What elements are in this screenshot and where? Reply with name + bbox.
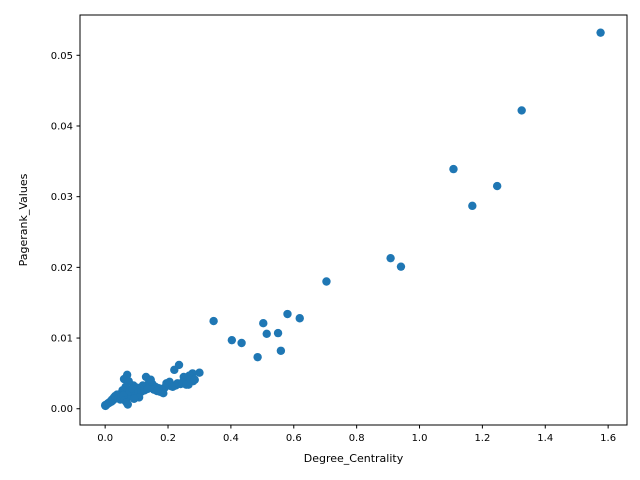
data-point <box>152 386 162 396</box>
data-point <box>517 106 526 115</box>
data-point <box>276 346 286 355</box>
data-point <box>295 314 304 323</box>
data-point <box>449 164 458 174</box>
x-axis: 0.0 0.2 0.4 0.6 0.8 1.0 1.2 1.4 1.6 <box>97 425 616 444</box>
data-point <box>123 400 132 409</box>
data-point <box>468 201 477 211</box>
x-tick-label: 0.2 <box>160 433 176 444</box>
y-tick-label: 0.02 <box>51 263 73 274</box>
plot-frame <box>79 14 628 426</box>
x-tick-label: 1.4 <box>537 433 553 444</box>
points-layer <box>100 28 605 411</box>
data-point <box>492 181 502 191</box>
data-point <box>396 262 406 271</box>
y-axis: 0.00 0.01 0.02 0.03 0.04 0.05 <box>51 51 80 415</box>
x-tick-label: 0.8 <box>349 433 365 444</box>
y-tick-label: 0.00 <box>51 404 73 415</box>
data-point <box>182 380 191 389</box>
y-tick-label: 0.05 <box>51 51 73 62</box>
data-point <box>146 375 155 384</box>
data-point <box>237 338 246 348</box>
x-tick-label: 0.0 <box>97 433 113 444</box>
y-tick-label: 0.01 <box>51 334 73 345</box>
x-tick-label: 0.4 <box>223 433 239 444</box>
x-tick-label: 1.6 <box>600 433 616 444</box>
data-point <box>273 328 283 338</box>
x-axis-label: Degree_Centrality <box>304 452 404 465</box>
data-point <box>253 352 262 362</box>
data-point <box>322 277 331 286</box>
y-tick-label: 0.04 <box>51 121 73 132</box>
data-point <box>259 319 268 328</box>
x-tick-label: 1.0 <box>412 433 428 444</box>
data-point <box>170 365 179 375</box>
y-tick-label: 0.03 <box>51 192 73 203</box>
x-tick-label: 1.2 <box>474 433 490 444</box>
data-point <box>262 329 271 339</box>
data-point <box>195 368 204 377</box>
data-point <box>143 384 152 394</box>
y-axis-label: Pagerank_Values <box>17 173 30 266</box>
data-point <box>386 253 395 263</box>
data-point <box>596 28 605 37</box>
data-point <box>129 394 139 404</box>
data-point <box>209 316 218 326</box>
x-tick-label: 0.6 <box>286 433 302 444</box>
data-point <box>227 335 237 345</box>
data-point <box>283 309 292 319</box>
data-point <box>190 375 199 384</box>
